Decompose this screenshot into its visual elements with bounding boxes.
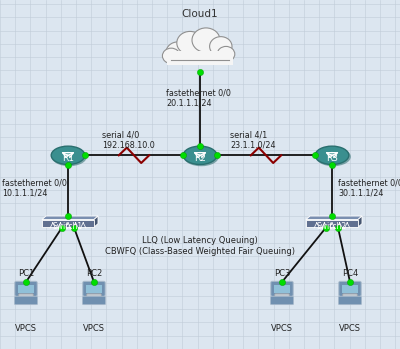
Text: Cloud1: Cloud1 [182,9,218,19]
FancyBboxPatch shape [275,294,289,298]
FancyBboxPatch shape [86,285,102,293]
FancyBboxPatch shape [167,51,233,65]
Ellipse shape [52,147,87,166]
Text: VPCS: VPCS [271,324,293,333]
Ellipse shape [183,146,217,164]
Text: PC2: PC2 [86,269,102,279]
Ellipse shape [51,146,85,164]
Text: fastethernet 0/0
30.1.1.1/24: fastethernet 0/0 30.1.1.1/24 [338,178,400,198]
Ellipse shape [316,147,351,166]
Text: serial 4/1
23.1.1.0/24: serial 4/1 23.1.1.0/24 [230,131,276,150]
FancyBboxPatch shape [342,285,358,293]
FancyBboxPatch shape [271,281,293,296]
Text: PC1: PC1 [18,269,34,279]
FancyBboxPatch shape [339,281,361,296]
FancyBboxPatch shape [18,285,34,293]
Text: Switch1: Switch1 [53,222,83,231]
Text: R1: R1 [62,154,74,163]
Text: LLQ (Low Latency Queuing)
CBWFQ (Class-Based Weighted Fair Queuing): LLQ (Low Latency Queuing) CBWFQ (Class-B… [105,236,295,256]
FancyBboxPatch shape [82,296,106,305]
Text: fastethernet 0/0
10.1.1.1/24: fastethernet 0/0 10.1.1.1/24 [2,178,67,198]
FancyBboxPatch shape [270,296,294,305]
FancyBboxPatch shape [15,281,37,296]
Ellipse shape [184,147,219,166]
Text: VPCS: VPCS [339,324,361,333]
FancyBboxPatch shape [274,285,290,293]
Polygon shape [42,216,98,220]
FancyBboxPatch shape [343,294,357,298]
Text: fastethernet 0/0
20.1.1.1/24: fastethernet 0/0 20.1.1.1/24 [166,88,231,107]
Text: PC4: PC4 [342,269,358,279]
Text: VPCS: VPCS [83,324,105,333]
FancyBboxPatch shape [83,281,105,296]
Text: Switch2: Switch2 [317,222,347,231]
FancyBboxPatch shape [42,220,94,227]
FancyBboxPatch shape [87,294,101,298]
FancyBboxPatch shape [14,296,38,305]
Text: serial 4/0
192.168.10.0: serial 4/0 192.168.10.0 [102,131,155,150]
Text: R2: R2 [194,154,206,163]
Polygon shape [94,216,98,227]
FancyBboxPatch shape [306,220,358,227]
Text: R3: R3 [326,154,338,163]
Text: VPCS: VPCS [15,324,37,333]
Ellipse shape [315,146,349,164]
FancyBboxPatch shape [19,294,33,298]
Polygon shape [358,216,362,227]
Polygon shape [306,216,362,220]
FancyBboxPatch shape [338,296,362,305]
Text: PC3: PC3 [274,269,290,279]
